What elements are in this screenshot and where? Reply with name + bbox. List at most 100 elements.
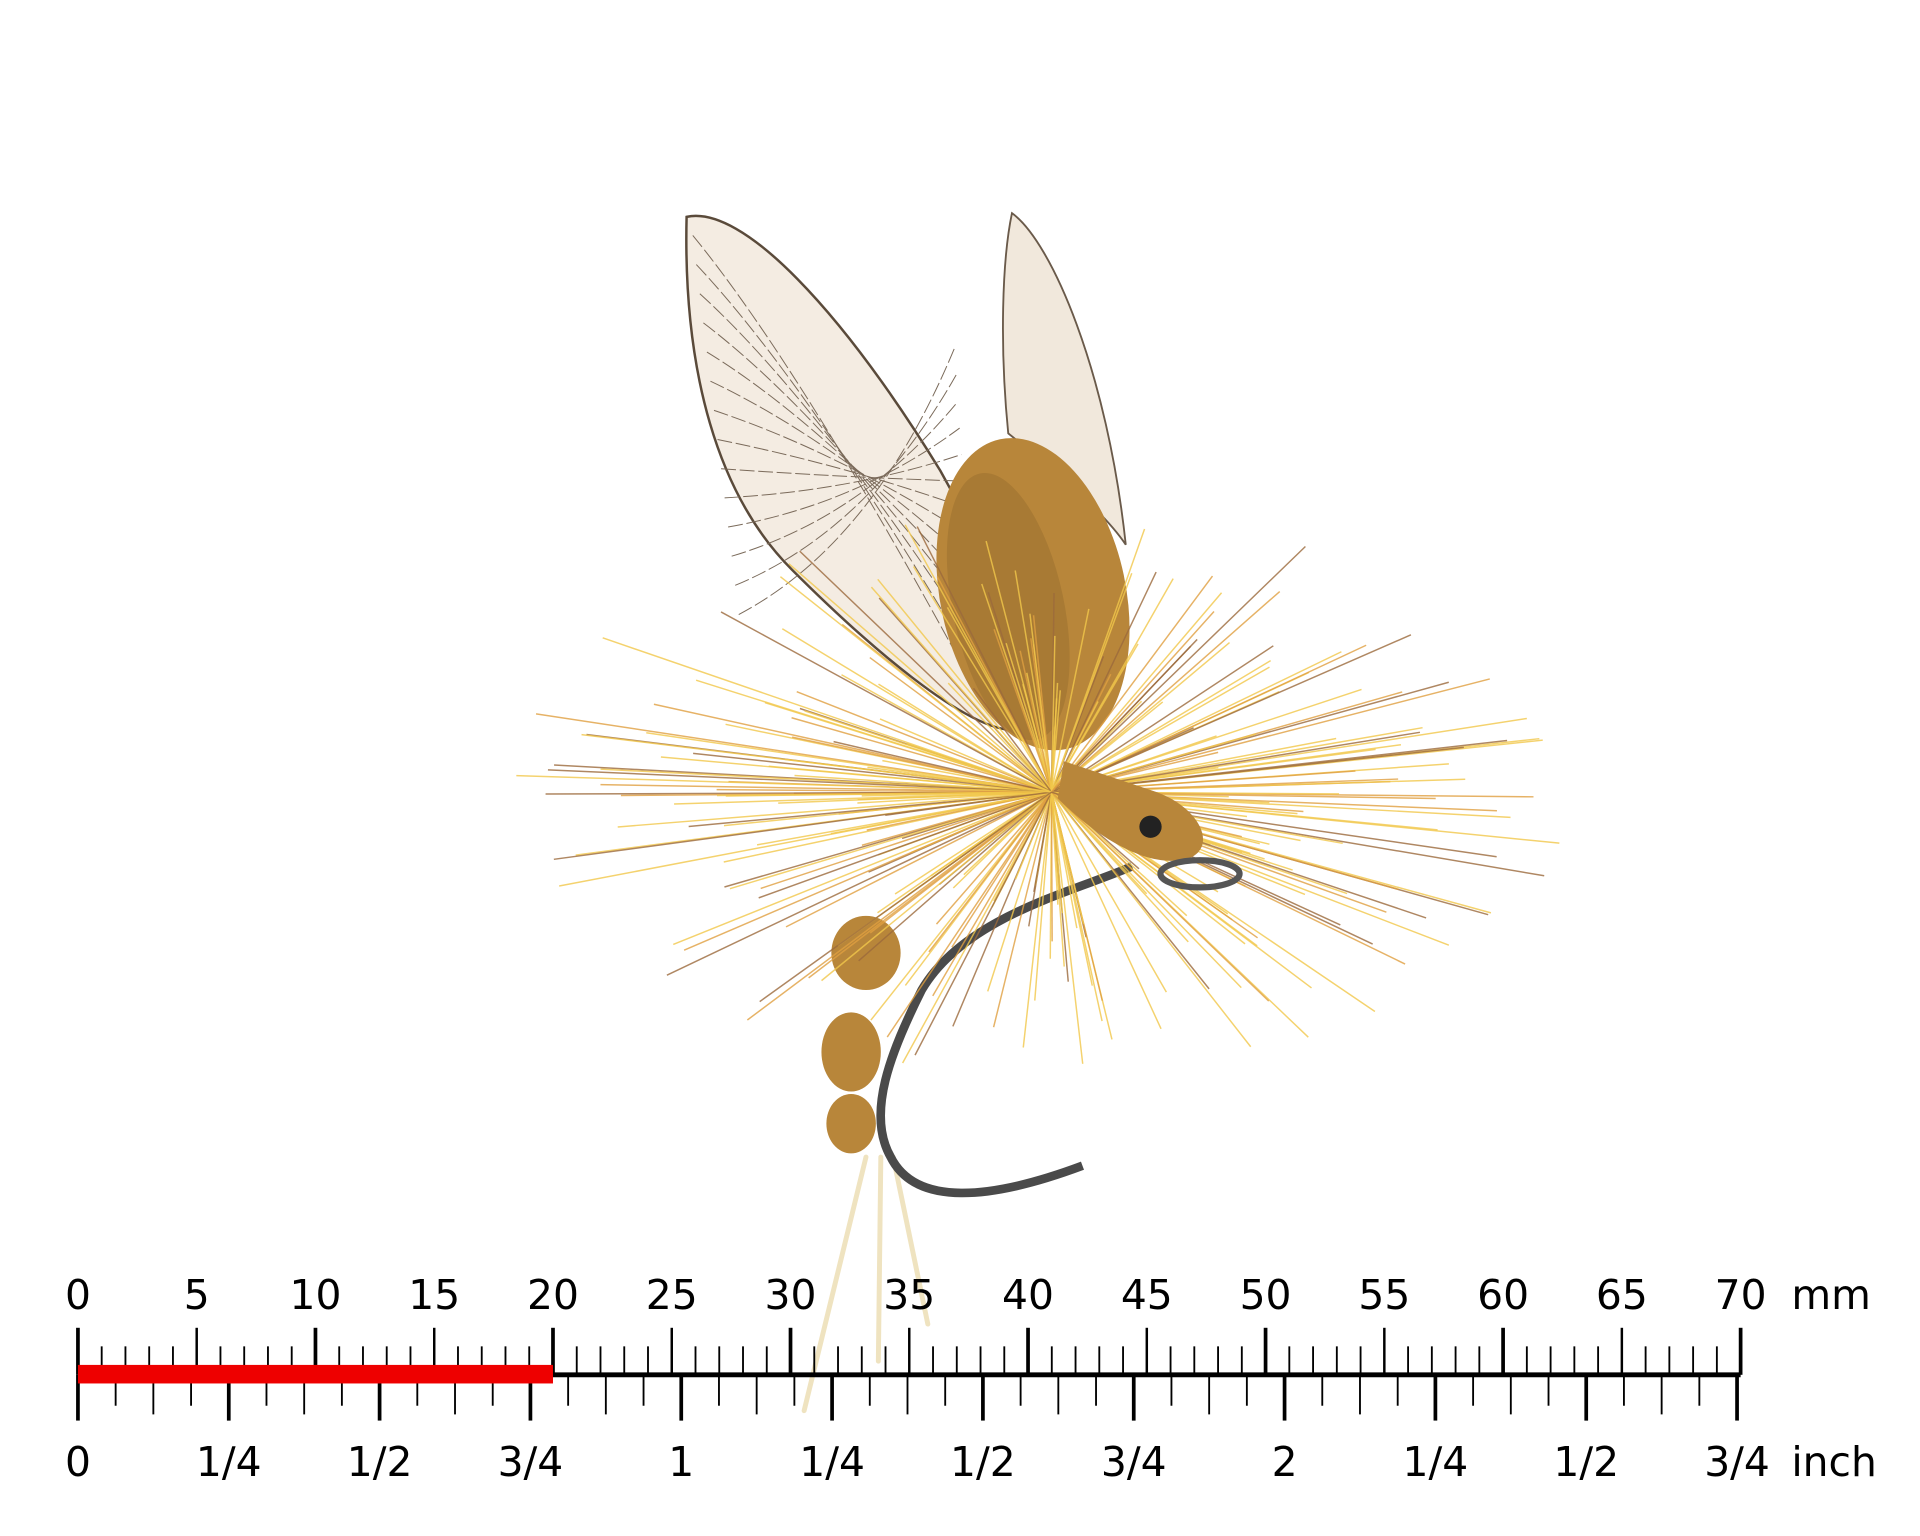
hackle-fiber bbox=[808, 791, 1052, 979]
hackle-fiber bbox=[1050, 791, 1252, 1048]
hackle-fiber bbox=[928, 791, 1053, 953]
hackle-fiber bbox=[581, 733, 1052, 793]
mm-label: 60 bbox=[1477, 1271, 1529, 1319]
hackle-fiber bbox=[1050, 592, 1223, 793]
mm-label: 45 bbox=[1121, 1271, 1173, 1319]
hackle-fiber bbox=[617, 791, 1052, 828]
hackle-fiber bbox=[830, 791, 1052, 835]
inch-label: 3/4 bbox=[1101, 1438, 1167, 1486]
hackle-fiber bbox=[1051, 545, 1306, 793]
ruler: 0 5 10 15 20 25 30 35 40 45 50 55 60 65 70 mm 0 1/4 1/2 3… bbox=[65, 1271, 1877, 1486]
mm-label: 15 bbox=[408, 1271, 460, 1319]
mm-label: 10 bbox=[289, 1271, 341, 1319]
hackle-fiber bbox=[683, 791, 1052, 951]
inch-label: 1/2 bbox=[950, 1438, 1016, 1486]
hackle-fiber bbox=[1033, 791, 1053, 893]
hackle-fiber bbox=[1050, 608, 1090, 793]
ruler-ticks bbox=[76, 1327, 1743, 1421]
inch-label: 1/4 bbox=[799, 1438, 865, 1486]
hackle-fiber bbox=[799, 550, 1053, 793]
hackle-fiber bbox=[1051, 678, 1490, 793]
inch-label: 1/2 bbox=[1553, 1438, 1619, 1486]
wing-vein bbox=[728, 427, 960, 528]
wing-vein bbox=[717, 439, 966, 509]
hackle-fiber bbox=[1050, 682, 1059, 793]
hackle-fiber bbox=[759, 791, 1052, 1003]
hackle-fiber bbox=[858, 791, 1053, 962]
hackle bbox=[516, 524, 1560, 1064]
hackle-fiber bbox=[886, 791, 1053, 1038]
wing-vein bbox=[735, 374, 957, 586]
hackle-fiber bbox=[912, 566, 1053, 793]
hackle-fiber bbox=[1050, 792, 1084, 1064]
hackle-fiber bbox=[693, 752, 1052, 793]
mm-label: 55 bbox=[1358, 1271, 1410, 1319]
inch-label: 1 bbox=[668, 1438, 694, 1486]
mm-label: 5 bbox=[184, 1271, 210, 1319]
eye bbox=[1139, 815, 1162, 838]
hackle-fiber bbox=[870, 791, 1053, 1021]
highlight-bar bbox=[77, 1364, 553, 1384]
hackle-fiber bbox=[779, 576, 1053, 793]
hackle-fiber bbox=[1051, 791, 1242, 989]
hackle-fiber bbox=[600, 783, 1052, 793]
hackle-fiber bbox=[987, 791, 1053, 992]
hackle-fiber bbox=[1050, 791, 1168, 993]
hackle-fiber bbox=[720, 611, 1052, 793]
hackle-fiber bbox=[1022, 792, 1053, 1048]
hackle-fiber bbox=[778, 791, 1052, 804]
hackle-fiber bbox=[1050, 791, 1162, 1030]
hackle-fiber bbox=[879, 718, 1052, 793]
wing-vein bbox=[731, 401, 959, 557]
wing-veins bbox=[692, 235, 978, 694]
hackle-fiber bbox=[516, 774, 1052, 793]
hackle-fiber bbox=[1034, 792, 1053, 1001]
inch-label: 0 bbox=[65, 1438, 91, 1486]
hook-eye bbox=[1157, 857, 1243, 891]
hackle-fiber bbox=[1051, 651, 1342, 793]
hackle-fiber bbox=[1050, 528, 1146, 793]
hackle-fiber bbox=[760, 791, 1052, 890]
hackle-fiber bbox=[1019, 650, 1053, 793]
hackle-fiber bbox=[758, 791, 1052, 899]
hackle-fiber bbox=[1014, 570, 1053, 793]
hackle-fiber bbox=[946, 607, 1053, 793]
hackle-fiber bbox=[833, 740, 1052, 793]
inch-label: 1/2 bbox=[347, 1438, 413, 1486]
thorax bbox=[1057, 761, 1204, 861]
hackle-fiber bbox=[1050, 701, 1099, 793]
inch-unit: inch bbox=[1791, 1438, 1877, 1486]
hackle-fiber bbox=[788, 563, 1053, 793]
hackle-fiber bbox=[553, 791, 1052, 861]
hackle-fiber bbox=[869, 656, 1052, 793]
hackle-fiber bbox=[870, 586, 1053, 793]
hackle-fiber bbox=[877, 578, 1053, 793]
wing-vein bbox=[738, 348, 955, 615]
mm-label: 20 bbox=[527, 1271, 579, 1319]
inch-label: 1/4 bbox=[1403, 1438, 1469, 1486]
hackle-fiber bbox=[547, 769, 1052, 793]
hackle-fiber bbox=[821, 791, 1053, 982]
mm-label: 70 bbox=[1715, 1271, 1767, 1319]
wing-vein bbox=[721, 468, 964, 482]
wing-vein bbox=[724, 454, 962, 499]
wing-vein bbox=[713, 409, 967, 535]
hackle-fiber bbox=[1050, 578, 1174, 793]
inch-label: 3/4 bbox=[1704, 1438, 1770, 1486]
hackle-fiber bbox=[660, 756, 1052, 793]
hackle-fiber bbox=[1050, 575, 1214, 793]
hackle-fiber bbox=[1051, 634, 1412, 793]
wing-vein bbox=[710, 380, 969, 561]
hackle-fiber bbox=[992, 791, 1053, 1028]
mm-unit: mm bbox=[1791, 1271, 1871, 1319]
hackle-fiber bbox=[729, 791, 1052, 890]
mm-label: 50 bbox=[1240, 1271, 1292, 1319]
hackle-fiber bbox=[1051, 590, 1281, 793]
hackle-fiber bbox=[1050, 791, 1103, 1022]
mm-label: 35 bbox=[883, 1271, 935, 1319]
hackle-fiber bbox=[1051, 791, 1270, 1002]
hackle-fiber bbox=[1050, 611, 1215, 793]
fly bbox=[516, 211, 1560, 1414]
hackle-fiber bbox=[716, 791, 1052, 797]
